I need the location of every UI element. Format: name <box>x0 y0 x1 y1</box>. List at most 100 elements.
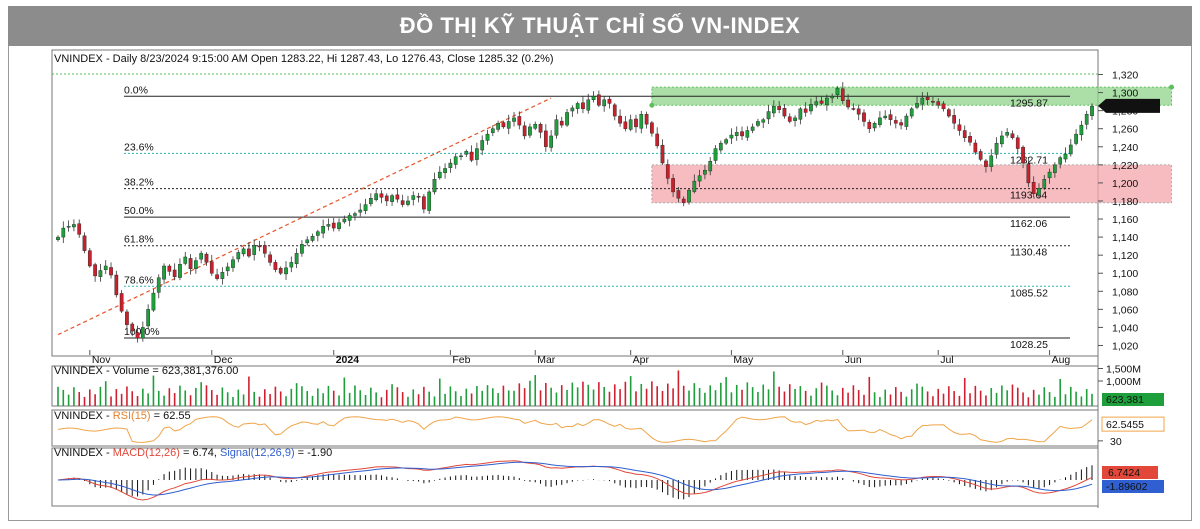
macd-panel-border <box>51 447 1099 507</box>
candle-body <box>331 222 336 229</box>
candle-body <box>840 88 845 101</box>
candle-body <box>554 119 559 136</box>
candle-body <box>676 190 681 199</box>
volume-tick-label: 1,000M <box>1106 376 1141 388</box>
candle-body <box>411 195 416 200</box>
candle-body <box>528 126 532 136</box>
candle-body <box>369 198 373 205</box>
candle-body <box>570 107 575 112</box>
candle-body <box>883 115 888 119</box>
candle-body <box>146 309 150 327</box>
candle-body <box>814 101 819 106</box>
y-tick-label: 1,200 <box>1112 178 1138 190</box>
signal-badge <box>1102 480 1164 493</box>
candle-body <box>1000 135 1004 145</box>
candle-body <box>56 236 60 241</box>
y-tick-label: 1,140 <box>1112 232 1138 244</box>
candle-body <box>236 252 241 260</box>
candle-body <box>252 245 257 255</box>
fib-level-pct: 0.0% <box>124 84 148 96</box>
signal-line <box>57 461 1093 496</box>
resistance-zone-handle <box>649 102 655 108</box>
candle-body <box>644 114 649 125</box>
candle-body <box>188 258 193 269</box>
x-tick-label: Jul <box>940 354 953 366</box>
candle-body <box>724 139 728 144</box>
candle-body <box>681 198 686 203</box>
candle-body <box>459 155 463 158</box>
candle-body <box>750 126 755 131</box>
candle-body <box>77 223 82 235</box>
candle-body <box>899 122 903 126</box>
x-tick-label: Mar <box>537 354 556 366</box>
candle-body <box>241 248 246 255</box>
candle-body <box>538 123 543 133</box>
candle-body <box>650 122 654 134</box>
fib-level-value: 1028.25 <box>1010 339 1048 351</box>
candle-body <box>607 98 612 104</box>
candle-body <box>231 259 235 268</box>
candle-body <box>660 144 665 164</box>
candle-body <box>326 224 331 227</box>
candle-body <box>936 101 941 106</box>
candle-body <box>1042 179 1047 189</box>
y-tick-label: 1,020 <box>1112 340 1138 352</box>
candle-body <box>575 103 580 109</box>
x-tick-label: Feb <box>452 354 470 366</box>
candle-body <box>968 136 972 143</box>
candle-body <box>761 119 766 123</box>
candle-body <box>597 94 601 106</box>
candle-body <box>957 124 962 131</box>
candle-body <box>803 108 808 113</box>
candle-body <box>464 151 469 155</box>
candle-body <box>867 122 872 129</box>
candle-body <box>787 116 792 122</box>
fib-level-value: 1085.52 <box>1010 287 1048 299</box>
candle-body <box>1079 124 1084 136</box>
candle-body <box>856 108 861 115</box>
candle-body <box>1010 133 1015 138</box>
candle-body <box>835 87 840 95</box>
candle-body <box>766 111 771 120</box>
x-tick-label: Apr <box>633 354 650 366</box>
candle-body <box>321 226 325 234</box>
last-price-badge <box>1098 98 1160 113</box>
candle-body <box>400 200 405 205</box>
candle-body <box>167 265 172 272</box>
candle-body <box>639 114 644 129</box>
candle-body <box>1068 144 1073 155</box>
candle-body <box>1015 137 1020 149</box>
candle-body <box>634 118 638 128</box>
candle-body <box>962 130 967 138</box>
macd-label-mid: = 6.74, <box>180 447 220 459</box>
candle-body <box>395 194 400 200</box>
candle-body <box>310 235 315 241</box>
candle-body <box>586 99 591 111</box>
candle-body <box>480 140 485 151</box>
y-tick-label: 1,040 <box>1112 322 1138 334</box>
candle-body <box>140 327 145 339</box>
candle-body <box>872 123 877 129</box>
rsi-badge-value: 62.5455 <box>1106 419 1144 431</box>
x-tick-label: Dec <box>214 354 233 366</box>
rsi-line <box>57 416 1093 443</box>
candle-body <box>978 151 983 160</box>
candle-body <box>1005 132 1010 136</box>
candle-body <box>215 274 219 279</box>
candle-body <box>740 131 744 137</box>
candle-body <box>798 108 803 120</box>
candle-body <box>289 262 294 268</box>
candle-body <box>793 117 797 121</box>
rsi-label-prefix: VNINDEX - <box>54 410 113 422</box>
candle-body <box>490 128 495 133</box>
candle-body <box>262 245 267 254</box>
candle-body <box>989 155 994 167</box>
candle-body <box>1031 181 1036 194</box>
candle-body <box>809 104 813 112</box>
candle-body <box>925 97 930 101</box>
candle-body <box>390 195 394 202</box>
candle-body <box>194 260 198 269</box>
candle-body <box>337 222 341 229</box>
candle-body <box>984 160 988 167</box>
candle-body <box>448 162 453 168</box>
